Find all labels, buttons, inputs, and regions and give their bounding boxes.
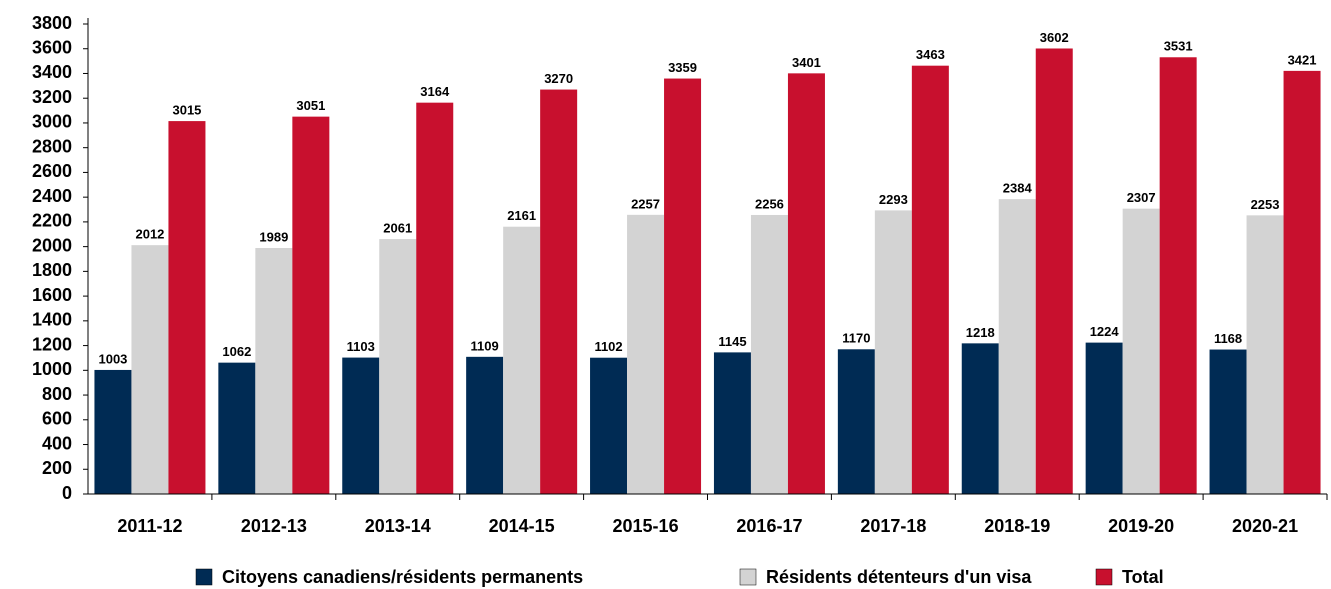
y-tick-label: 2600: [32, 161, 72, 181]
bar: [168, 121, 206, 494]
x-tick-label: 2017-18: [860, 516, 926, 536]
x-tick-label: 2012-13: [241, 516, 307, 536]
legend-label: Total: [1122, 567, 1164, 587]
y-tick-label: 3200: [32, 87, 72, 107]
value-label: 3015: [172, 103, 201, 118]
y-tick-label: 1200: [32, 334, 72, 354]
bar: [255, 247, 293, 494]
bar: [911, 65, 949, 494]
bar: [218, 362, 256, 494]
legend-swatch: [1095, 568, 1113, 586]
bar: [342, 357, 380, 494]
bar: [837, 349, 875, 494]
y-tick-label: 2800: [32, 136, 72, 156]
x-tick-label: 2015-16: [613, 516, 679, 536]
legend-label: Citoyens canadiens/résidents permanents: [222, 567, 583, 587]
bar: [998, 199, 1036, 494]
x-tick-label: 2020-21: [1232, 516, 1298, 536]
bar: [664, 78, 702, 494]
value-label: 1109: [471, 338, 499, 353]
bar: [540, 89, 578, 494]
value-label: 2307: [1127, 190, 1156, 205]
bar: [874, 210, 912, 495]
y-tick-label: 2000: [32, 235, 72, 255]
y-tick-label: 2400: [32, 186, 72, 206]
value-label: 3051: [296, 98, 325, 113]
y-tick-label: 3600: [32, 37, 72, 57]
bar: [379, 239, 417, 494]
value-label: 3421: [1288, 52, 1317, 67]
bar: [713, 352, 751, 494]
value-label: 1989: [259, 229, 288, 244]
y-tick-label: 200: [42, 458, 72, 478]
bar: [1209, 349, 1247, 494]
bar: [1283, 70, 1321, 494]
value-label: 3164: [420, 84, 450, 99]
value-label: 2253: [1251, 197, 1280, 212]
value-label: 1003: [98, 351, 127, 366]
value-label: 3531: [1164, 39, 1193, 54]
value-label: 2061: [383, 221, 412, 236]
bar: [590, 357, 628, 494]
bar: [94, 369, 132, 494]
y-tick-label: 0: [62, 483, 72, 503]
x-tick-label: 2013-14: [365, 516, 431, 536]
legend-swatch: [739, 568, 757, 586]
y-tick-label: 1000: [32, 359, 72, 379]
y-tick-label: 1800: [32, 260, 72, 280]
value-label: 1145: [718, 334, 746, 349]
value-label: 2256: [755, 196, 784, 211]
y-tick-label: 3000: [32, 112, 72, 132]
x-tick-label: 2014-15: [489, 516, 555, 536]
value-label: 2161: [507, 208, 536, 223]
value-label: 1168: [1214, 331, 1242, 346]
bar: [1122, 208, 1160, 494]
bar: [1035, 48, 1073, 495]
legend-label: Résidents détenteurs d'un visa: [766, 567, 1032, 587]
x-tick-label: 2016-17: [736, 516, 802, 536]
x-tick-label: 2019-20: [1108, 516, 1174, 536]
bar: [1246, 215, 1284, 494]
bar: [416, 102, 454, 495]
value-label: 3602: [1040, 30, 1069, 45]
y-tick-label: 3800: [32, 13, 72, 33]
bar: [1085, 342, 1123, 494]
y-tick-label: 3400: [32, 62, 72, 82]
bar: [503, 226, 541, 494]
value-label: 3270: [544, 71, 573, 86]
y-tick-label: 400: [42, 433, 72, 453]
legend-swatch: [195, 568, 213, 586]
value-label: 2293: [879, 192, 908, 207]
y-tick-label: 2200: [32, 211, 72, 231]
value-label: 1103: [347, 339, 375, 354]
bar: [627, 214, 665, 495]
y-tick-label: 800: [42, 384, 72, 404]
y-tick-label: 1400: [32, 310, 72, 330]
bar: [787, 73, 825, 494]
y-tick-label: 600: [42, 409, 72, 429]
value-label: 3401: [792, 55, 821, 70]
bar: [466, 356, 504, 494]
value-label: 3463: [916, 47, 945, 62]
bar: [961, 343, 999, 494]
value-label: 2012: [135, 227, 164, 242]
value-label: 1102: [594, 339, 622, 354]
value-label: 1224: [1090, 324, 1120, 339]
value-label: 2257: [631, 196, 660, 211]
value-label: 1170: [842, 331, 870, 346]
x-tick-label: 2018-19: [984, 516, 1050, 536]
x-tick-label: 2011-12: [117, 516, 182, 536]
bar: [292, 116, 330, 495]
value-label: 1062: [222, 344, 251, 359]
bar: [131, 245, 169, 494]
value-label: 2384: [1003, 181, 1033, 196]
bar: [1159, 57, 1197, 494]
value-label: 3359: [668, 60, 697, 75]
y-tick-label: 1600: [32, 285, 72, 305]
bar: [750, 214, 788, 494]
value-label: 1218: [966, 325, 995, 340]
